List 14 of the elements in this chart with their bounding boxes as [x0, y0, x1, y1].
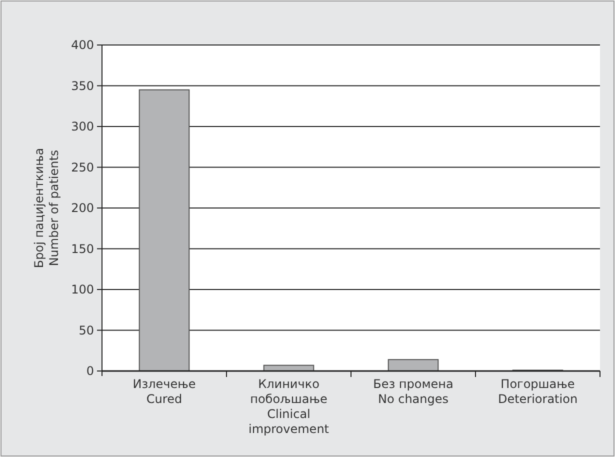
x-tick-label: Излечење Cured — [132, 377, 196, 406]
y-tick-label: 250 — [71, 160, 94, 174]
y-tick-label: 150 — [71, 242, 94, 256]
y-tick-label: 100 — [71, 282, 94, 297]
x-tick-label: Погоршање Deterioration — [498, 377, 578, 406]
y-tick-label: 300 — [71, 120, 94, 134]
y-tick-label: 350 — [71, 78, 94, 93]
y-axis-title: Број пацијенткиња Number of patients — [32, 148, 61, 268]
y-tick-label: 200 — [71, 201, 94, 216]
y-tick-label: 0 — [86, 364, 94, 378]
x-tick-label: Клиничко побољшање Clinical improvement — [248, 377, 330, 436]
x-tick-label: Без промена No changes — [373, 377, 454, 406]
y-tick-label: 400 — [71, 38, 94, 52]
y-tick-label: 50 — [78, 323, 94, 338]
